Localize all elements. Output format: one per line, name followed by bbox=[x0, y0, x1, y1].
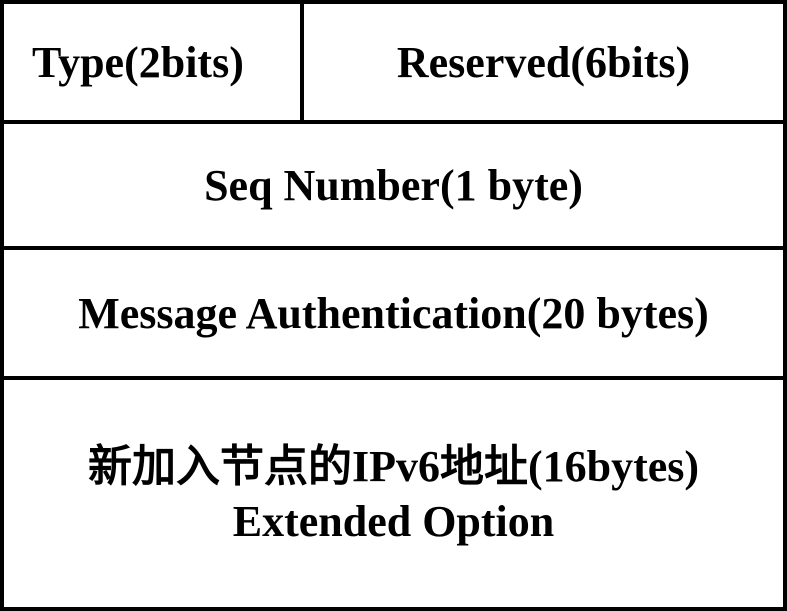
field-type: Type(2bits) bbox=[4, 4, 304, 120]
field-message-authentication: Message Authentication(20 bytes) bbox=[4, 250, 783, 376]
field-seq-number: Seq Number(1 byte) bbox=[4, 124, 783, 246]
field-extended-option: 新加入节点的IPv6地址(16bytes) Extended Option bbox=[4, 380, 783, 607]
field-extended-option-line1: 新加入节点的IPv6地址(16bytes) bbox=[88, 439, 699, 494]
row-1: Type(2bits) Reserved(6bits) bbox=[4, 4, 783, 120]
packet-structure-table: Type(2bits) Reserved(6bits) Seq Number(1… bbox=[0, 0, 787, 611]
field-extended-option-line2: Extended Option bbox=[233, 494, 555, 549]
field-reserved: Reserved(6bits) bbox=[304, 4, 783, 120]
row-4: 新加入节点的IPv6地址(16bytes) Extended Option bbox=[4, 376, 783, 607]
row-3: Message Authentication(20 bytes) bbox=[4, 246, 783, 376]
row-2: Seq Number(1 byte) bbox=[4, 120, 783, 246]
